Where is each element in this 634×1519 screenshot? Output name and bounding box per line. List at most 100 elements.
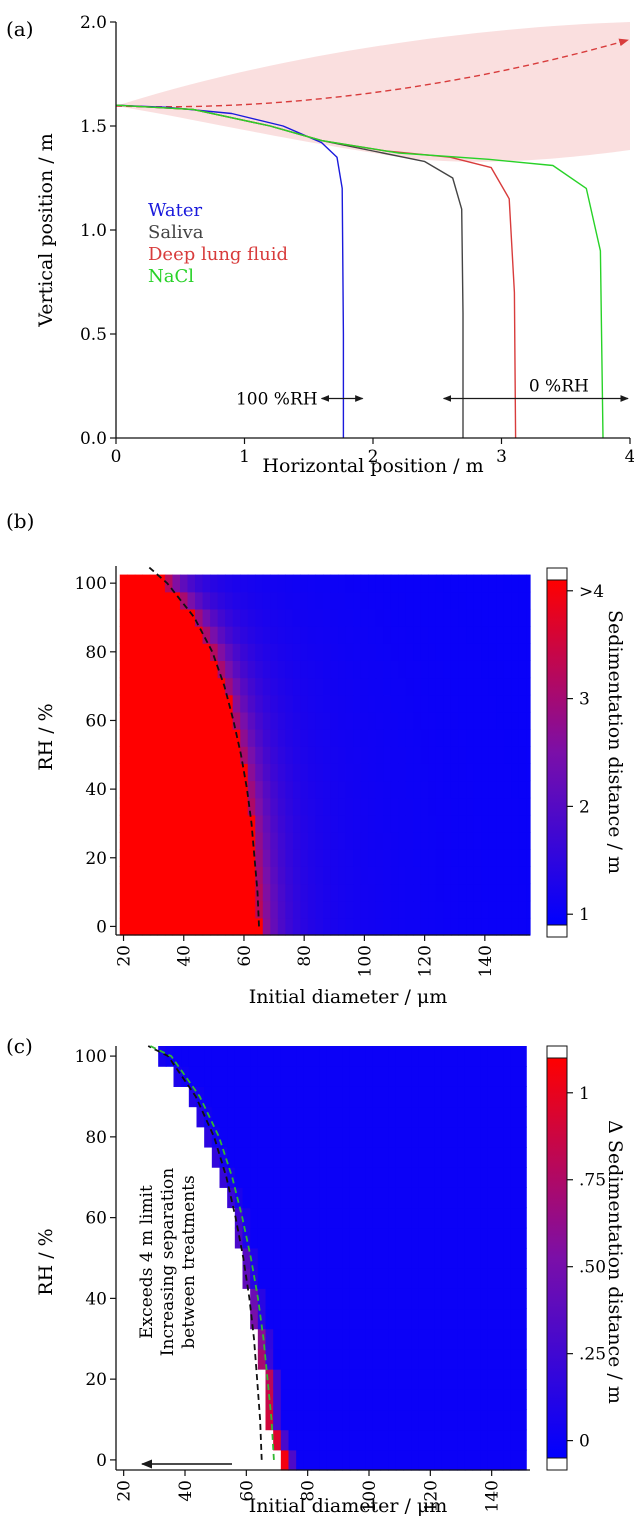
- heat-cell: [311, 1389, 320, 1411]
- heat-cell: [450, 574, 460, 593]
- heat-cell: [395, 1409, 405, 1431]
- heat-cell: [488, 694, 497, 713]
- heat-cell: [388, 1328, 397, 1350]
- heat-cell: [149, 746, 158, 764]
- heat-cell: [357, 1308, 366, 1330]
- heat-cell: [232, 626, 241, 644]
- heat-cell: [473, 608, 482, 627]
- heat-cell: [232, 591, 241, 610]
- heat-cell: [481, 591, 490, 610]
- heat-cell: [225, 849, 234, 867]
- heat-cell: [210, 866, 219, 885]
- heat-cell: [488, 780, 497, 799]
- heat-cell: [434, 1369, 443, 1390]
- heat-cell: [262, 608, 271, 627]
- heat-cell: [443, 763, 452, 782]
- heat-cell: [292, 626, 302, 644]
- heat-cell: [372, 1348, 382, 1370]
- heat-cell: [234, 1207, 244, 1229]
- heat-cell: [127, 574, 136, 593]
- heat-cell: [334, 1268, 343, 1289]
- heat-cell: [357, 1429, 366, 1451]
- heat-cell: [334, 1348, 343, 1370]
- heat-cell: [388, 1288, 397, 1310]
- heat-cell: [426, 1247, 435, 1269]
- heat-cell: [181, 1046, 190, 1067]
- heat-cell: [204, 1046, 213, 1067]
- heat-cell: [157, 677, 166, 696]
- heat-cell: [365, 1066, 374, 1087]
- heat-cell: [265, 1369, 274, 1390]
- heat-cell: [164, 746, 174, 764]
- heat-cell: [315, 677, 324, 696]
- heat-cell: [488, 626, 497, 644]
- heat-cell: [250, 1187, 259, 1209]
- heat-cell: [296, 1409, 305, 1431]
- heat-cell: [342, 1308, 351, 1330]
- c-y-tick-label: 80: [85, 1128, 107, 1148]
- heat-cell: [277, 832, 286, 850]
- heat-cell: [403, 1369, 412, 1390]
- heat-cell: [472, 1126, 481, 1148]
- heat-cell: [495, 1288, 504, 1310]
- heat-cell: [349, 1126, 359, 1148]
- heat-cell: [315, 591, 324, 610]
- heat-cell: [277, 917, 286, 936]
- heat-cell: [234, 1126, 244, 1148]
- heat-cell: [473, 780, 482, 799]
- heat-cell: [458, 849, 467, 867]
- heat-cell: [225, 866, 234, 885]
- heat-cell: [418, 1449, 428, 1471]
- heat-cell: [380, 1348, 389, 1370]
- heat-cell: [353, 729, 362, 747]
- heat-cell: [388, 1227, 397, 1249]
- heat-cell: [395, 1146, 405, 1168]
- heat-cell: [211, 1126, 221, 1148]
- heat-cell: [365, 1308, 374, 1330]
- heat-cell: [202, 849, 211, 867]
- heat-cell: [390, 900, 399, 919]
- heat-cell: [403, 1146, 412, 1168]
- heat-cell: [195, 763, 204, 782]
- heat-cell: [457, 1187, 466, 1209]
- heat-cell: [518, 1348, 527, 1370]
- heat-cell: [349, 1207, 359, 1229]
- heat-cell: [360, 866, 369, 885]
- heat-cell: [488, 591, 497, 610]
- heat-cell: [195, 780, 204, 799]
- heat-cell: [480, 1247, 489, 1269]
- heat-cell: [360, 814, 369, 833]
- heat-cell: [240, 780, 249, 799]
- heat-cell: [426, 1328, 435, 1350]
- heat-cell: [464, 1449, 474, 1471]
- heat-cell: [280, 1247, 290, 1269]
- heat-cell: [383, 763, 392, 782]
- heat-cell: [195, 626, 204, 644]
- heat-cell: [240, 900, 249, 919]
- heat-cell: [172, 763, 181, 782]
- heat-cell: [388, 1106, 397, 1128]
- heat-cell: [311, 1066, 320, 1087]
- heat-cell: [403, 1106, 412, 1128]
- heat-cell: [232, 780, 241, 799]
- heat-cell: [285, 849, 294, 867]
- heat-cell: [262, 574, 271, 593]
- heat-cell: [388, 1167, 397, 1188]
- heat-cell: [390, 849, 399, 867]
- heat-cell: [368, 797, 377, 816]
- heat-cell: [480, 1369, 489, 1390]
- heat-cell: [273, 1389, 282, 1411]
- heat-cell: [365, 1106, 374, 1128]
- heat-cell: [413, 626, 422, 644]
- heat-cell: [511, 797, 520, 816]
- heat-cell: [296, 1207, 305, 1229]
- heat-cell: [380, 1389, 389, 1411]
- c-colorbar-tick-label: .25: [579, 1345, 606, 1365]
- heat-cell: [435, 849, 445, 867]
- heat-cell: [342, 1207, 351, 1229]
- heat-cell: [518, 797, 527, 816]
- heat-cell: [457, 1066, 466, 1087]
- heat-cell: [338, 574, 347, 593]
- heat-cell: [503, 1167, 512, 1188]
- heat-cell: [188, 1086, 198, 1108]
